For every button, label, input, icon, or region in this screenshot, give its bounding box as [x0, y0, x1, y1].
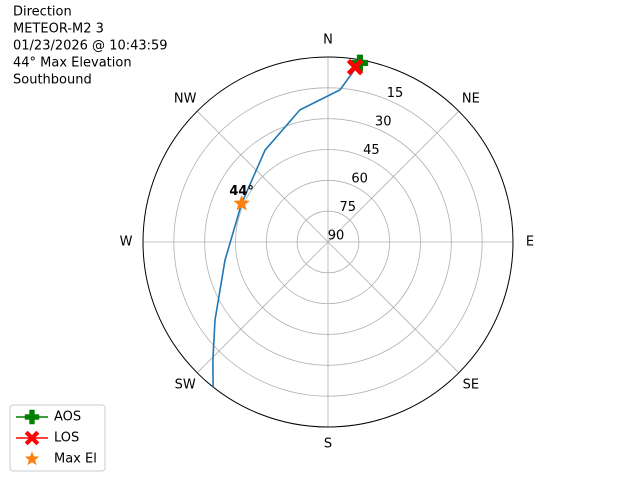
- ring-grid-line: [265, 179, 391, 305]
- theta-tick-label: NE: [462, 92, 480, 107]
- x-marker: [24, 430, 40, 446]
- theta-tick-label: NW: [174, 92, 197, 107]
- star-marker: [24, 451, 40, 466]
- title-line: Southbound: [13, 73, 92, 88]
- theta-tick-label: SE: [463, 377, 479, 392]
- theta-tick-label: S: [324, 437, 332, 452]
- title-line: METEOR-M2 3: [13, 22, 104, 37]
- ring-grid-line: [204, 118, 452, 366]
- title-line: 01/23/2026 @ 10:43:59: [13, 39, 168, 54]
- r-tick-label: 75: [340, 200, 357, 215]
- title-line: 44° Max Elevation: [13, 56, 132, 71]
- theta-tick-label: N: [323, 33, 333, 48]
- r-tick-label: 45: [363, 143, 380, 158]
- ring-grid-line: [296, 210, 360, 274]
- theta-tick-label: E: [526, 235, 534, 250]
- ring-grid-line: [173, 87, 483, 397]
- plus-marker: [24, 409, 40, 425]
- legend-label: AOS: [54, 410, 81, 425]
- r-tick-label: 60: [351, 172, 368, 187]
- star-marker: [233, 194, 250, 211]
- theta-tick-label: W: [120, 235, 133, 250]
- pass-path: [212, 61, 362, 388]
- outer-frame: [142, 56, 514, 428]
- legend-label: Max El: [54, 452, 97, 467]
- annotation: 44°: [229, 184, 254, 199]
- x-marker: [346, 58, 364, 76]
- title-line: Direction: [13, 5, 72, 20]
- legend-label: LOS: [54, 431, 79, 446]
- theta-tick-label: SW: [175, 377, 196, 392]
- ring-grid-line: [235, 149, 421, 335]
- r-tick-label: 90: [328, 229, 345, 244]
- r-tick-label: 15: [387, 86, 404, 101]
- r-tick-label: 30: [375, 115, 392, 130]
